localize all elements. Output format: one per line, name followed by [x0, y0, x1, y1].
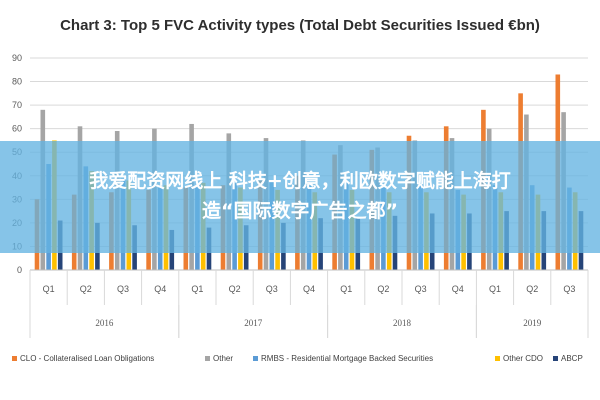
legend-item: CLO - Collateralised Loan Obligations — [12, 354, 154, 363]
y-tick-label: 90 — [12, 53, 22, 63]
legend-swatch — [253, 356, 258, 361]
x-group-label: 2016 — [95, 318, 114, 328]
overlay-banner — [0, 141, 600, 253]
x-tick-label: Q2 — [377, 284, 389, 294]
overlay-line-2: 造“国际数字广告之都” — [202, 200, 398, 222]
legend-label: CLO - Collateralised Loan Obligations — [20, 354, 154, 363]
x-tick-label: Q2 — [229, 284, 241, 294]
legend-swatch — [12, 356, 17, 361]
x-tick-label: Q1 — [191, 284, 203, 294]
x-tick-label: Q1 — [489, 284, 501, 294]
chart-title: Chart 3: Top 5 FVC Activity types (Total… — [60, 17, 540, 34]
x-tick-label: Q3 — [266, 284, 278, 294]
legend: CLO - Collateralised Loan Obligations Oth… — [12, 354, 583, 363]
x-tick-label: Q1 — [43, 284, 55, 294]
x-axis: Q1 Q2 Q3 Q4 Q1 Q2 Q3 Q4 Q1 Q2 Q3 Q4 Q1 Q2 Q3 2016 2017 20… — [29, 269, 589, 338]
x-tick-label: Q3 — [117, 284, 129, 294]
legend-swatch — [553, 356, 558, 361]
y-tick-label: 70 — [12, 100, 22, 110]
y-tick-label: 0 — [17, 265, 22, 275]
legend-label: ABCP — [561, 354, 583, 363]
x-tick-label: Q3 — [563, 284, 575, 294]
overlay-line-1: 我爱配资网线上 科技+创意，利欧数字赋能上海打 — [89, 170, 511, 192]
y-tick-label: 80 — [12, 77, 22, 87]
y-tick-label: 60 — [12, 124, 22, 134]
x-tick-label: Q1 — [340, 284, 352, 294]
legend-item: ABCP — [553, 354, 583, 363]
legend-swatch — [495, 356, 500, 361]
x-tick-label: Q4 — [452, 284, 464, 294]
legend-item: RMBS - Residential Mortgage Backed Secur… — [253, 354, 433, 363]
x-tick-label: Q4 — [154, 284, 166, 294]
legend-item: Other CDO — [495, 354, 543, 363]
overlay-caption: 我爱配资网线上 科技+创意，利欧数字赋能上海打 造“国际数字广告之都” — [0, 166, 600, 226]
x-group-label: 2019 — [523, 318, 542, 328]
legend-label: RMBS - Residential Mortgage Backed Secur… — [261, 354, 433, 363]
x-group-label: 2018 — [393, 318, 412, 328]
legend-swatch — [205, 356, 210, 361]
x-tick-label: Q2 — [526, 284, 538, 294]
x-tick-label: Q2 — [80, 284, 92, 294]
legend-label: Other — [213, 354, 233, 363]
legend-label: Other CDO — [503, 354, 543, 363]
x-tick-label: Q4 — [303, 284, 315, 294]
legend-item: Other — [205, 354, 233, 363]
x-tick-label: Q3 — [415, 284, 427, 294]
x-group-label: 2017 — [244, 318, 263, 328]
